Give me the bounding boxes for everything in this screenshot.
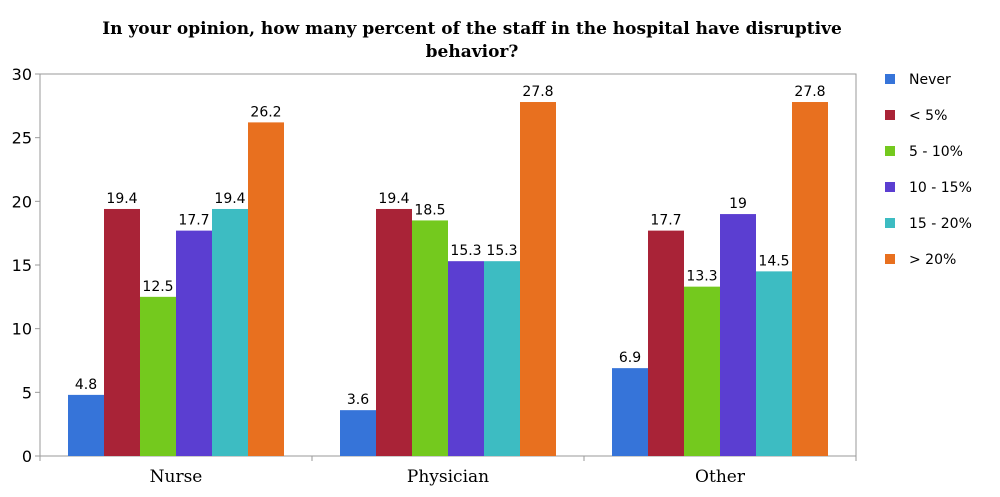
- bar: [140, 296, 176, 456]
- bar: [68, 394, 104, 456]
- bar: [448, 261, 484, 456]
- y-tick-label: 5: [22, 383, 32, 402]
- chart-title-line-1: In your opinion, how many percent of the…: [102, 19, 842, 39]
- y-tick-label: 0: [22, 447, 32, 466]
- y-tick-label: 25: [12, 129, 32, 148]
- bar: [104, 208, 140, 456]
- legend-label: 15 - 20%: [909, 216, 972, 232]
- legend: Never < 5% 5 - 10% 10 - 15% 15 - 20% > 20%: [885, 72, 972, 268]
- data-label: 3.6: [347, 392, 369, 408]
- legend-label: 10 - 15%: [909, 180, 972, 196]
- data-label: 6.9: [619, 350, 641, 366]
- data-label: 18.5: [414, 202, 445, 218]
- bar: [412, 220, 448, 456]
- x-category-label: Nurse: [150, 467, 203, 487]
- data-label: 19.4: [106, 191, 137, 207]
- bar: [756, 271, 792, 456]
- data-label: 15.3: [486, 243, 517, 259]
- bar: [212, 208, 248, 456]
- y-tick-label: 15: [12, 256, 32, 275]
- bar: [340, 410, 376, 456]
- bar: [248, 122, 284, 457]
- data-label: 14.5: [758, 253, 789, 269]
- legend-label: > 20%: [909, 252, 956, 268]
- chart-title-line-2: behavior?: [426, 42, 519, 62]
- data-label: 27.8: [794, 84, 825, 100]
- y-tick-label: 30: [12, 65, 32, 84]
- data-label: 19.4: [214, 191, 245, 207]
- bars: [68, 102, 828, 457]
- y-axis: 0 5 10 15 20 25 30: [12, 65, 40, 466]
- data-label: 19: [729, 196, 747, 212]
- legend-swatch: [885, 110, 895, 120]
- x-category-label: Physician: [407, 467, 489, 487]
- data-label: 12.5: [142, 279, 173, 295]
- bar: [792, 102, 828, 456]
- y-tick-label: 10: [12, 320, 32, 339]
- y-tick-label: 20: [12, 192, 32, 211]
- data-label: 26.2: [250, 104, 281, 120]
- bar: [520, 102, 556, 456]
- bar: [684, 286, 720, 456]
- data-label: 13.3: [686, 269, 717, 285]
- legend-label: Never: [909, 72, 951, 88]
- x-category-label: Other: [695, 467, 746, 487]
- data-label: 15.3: [450, 243, 481, 259]
- bar: [648, 230, 684, 456]
- legend-swatch: [885, 182, 895, 192]
- bar: [612, 368, 648, 456]
- legend-label: 5 - 10%: [909, 144, 963, 160]
- legend-label: < 5%: [909, 108, 947, 124]
- legend-swatch: [885, 146, 895, 156]
- bar: [176, 230, 212, 456]
- data-label: 4.8: [75, 377, 97, 393]
- legend-swatch: [885, 254, 895, 264]
- bar: [376, 208, 412, 456]
- data-labels: 4.8 19.4 12.5 17.7 19.4 26.2 3.6 19.4 18.5 15.3 15…: [75, 84, 826, 408]
- data-label: 17.7: [650, 213, 681, 229]
- x-axis: Nurse Physician Other: [39, 456, 857, 487]
- data-label: 27.8: [522, 84, 553, 100]
- data-label: 17.7: [178, 213, 209, 229]
- data-label: 19.4: [378, 191, 409, 207]
- bar: [720, 214, 756, 456]
- bar: [484, 261, 520, 456]
- legend-swatch: [885, 74, 895, 84]
- legend-swatch: [885, 218, 895, 228]
